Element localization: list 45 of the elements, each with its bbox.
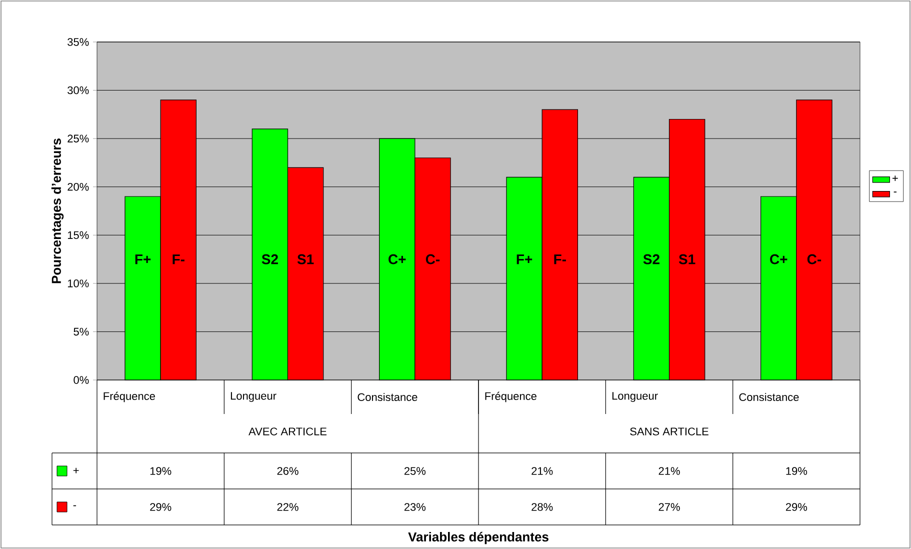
x-tick-label: Longueur [612,392,658,402]
annotation: S2 [643,254,660,264]
y-tick-label: 25% [68,134,89,142]
data-label: 28% [532,503,553,511]
data-label: 21% [532,467,553,475]
annotation: F- [554,254,566,264]
annotation: F+ [516,254,532,264]
annotation: C+ [388,254,406,264]
y-axis-title: Pourcentages d’erreurs [51,138,64,284]
text: AVEC ARTICLE [248,428,327,436]
y-tick-label: 10% [68,280,89,288]
y-tick-label: 0% [74,376,89,384]
data-label: 19% [150,467,172,475]
x-tick-label: Fréquence [104,392,155,402]
annotation: S1 [297,254,314,264]
data-label: 21% [658,467,680,475]
annotation: F- [172,254,184,264]
text: + [73,468,79,474]
y-tick-label: 15% [68,231,89,239]
data-label: 27% [658,503,680,511]
x-tick-label: Consistance [739,392,799,402]
data-label: 29% [150,503,172,511]
annotation: C+ [770,254,788,264]
annotation: C- [426,254,440,264]
y-tick-label: 30% [68,86,89,94]
annotation: S1 [678,254,696,264]
data-label: 25% [404,467,426,475]
x-tick-label: Consistance [358,392,418,402]
x-tick-label: Longueur [230,392,276,402]
annotation: S2 [262,254,278,264]
data-label: 29% [786,503,808,511]
data-label: 26% [277,467,298,475]
y-tick-label: 5% [74,328,89,336]
data-label: 19% [786,467,808,475]
data-label: 23% [404,503,426,511]
y-tick-label: 35% [68,38,89,46]
annotation: C- [807,254,822,264]
text: Variables dépendantes [408,532,548,544]
legend-label: + [892,176,898,181]
annotation: F+ [135,254,151,264]
data-label: 22% [277,503,298,511]
y-tick-label: 20% [68,182,89,191]
x-tick-label: Fréquence [485,392,536,402]
text: - [73,505,76,506]
text: SANS ARTICLE [630,428,708,436]
